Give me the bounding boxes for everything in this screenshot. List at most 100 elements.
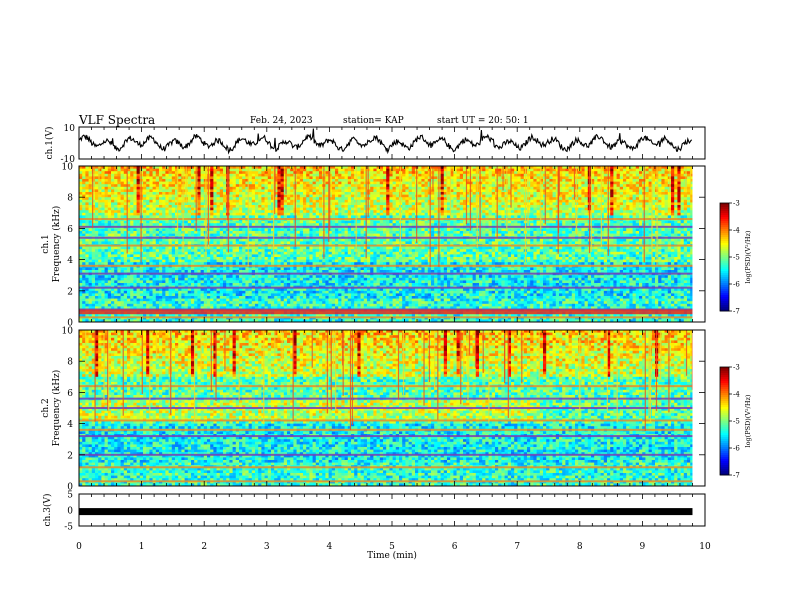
ch1-spectrogram-cell (123, 231, 128, 234)
ch1-spectrogram-cell (290, 171, 294, 175)
ch1-spectrogram-cell (111, 275, 115, 279)
ch1-spectrogram-cell (325, 314, 329, 318)
ch1-spectrogram-cell (264, 220, 269, 224)
ch1-spectrogram-cell (82, 194, 86, 198)
ch1-spectrogram-cell (287, 171, 291, 175)
ch1-spectrogram-cell (178, 189, 182, 193)
ch1-spectrogram-cell (187, 233, 192, 237)
ch1-spectrogram-cell (114, 259, 118, 263)
ch1-spectrogram-cell (245, 319, 249, 323)
ch1-spectrogram-cell (85, 210, 89, 214)
ch1-spectrogram-cell (91, 207, 96, 211)
ch1-spectrogram-cell (159, 181, 163, 185)
ch1-spectrogram-cell (267, 233, 272, 237)
ch1-spectrogram-cell (123, 270, 128, 273)
ch1-spectrogram-cell (117, 270, 121, 273)
ch1-spectrogram-cell (319, 223, 323, 227)
ch1-spectrogram-cell (315, 186, 320, 190)
ch1-spectrogram-cell (248, 210, 253, 214)
ch1-spectrogram-cell (239, 166, 243, 169)
ch1-spectrogram-cell (143, 168, 147, 172)
ch1-spectrogram-cell (232, 280, 237, 284)
ch1-spectrogram-cell (104, 251, 109, 255)
ch1-spectrogram-cell (261, 301, 265, 305)
ch1-spectrogram-cell (149, 205, 153, 208)
ch1-spectrogram-cell (261, 207, 265, 211)
ch1-spectrogram-cell (229, 233, 233, 237)
ch1-spectrogram-cell (274, 246, 278, 250)
ch1-spectrogram-cell (325, 277, 329, 281)
ch1-spectrogram-cell (315, 298, 320, 302)
ch1-spectrogram-cell (191, 168, 195, 172)
ch1-spectrogram-cell (120, 277, 125, 281)
ch1-spectrogram-cell (315, 314, 320, 318)
ch1-spectrogram-cell (165, 176, 169, 180)
ch1-spectrogram-cell (255, 184, 259, 188)
ch1-spectrogram-cell (117, 223, 121, 227)
ch1-spectrogram-cell (248, 223, 253, 227)
ch1-spectrogram-cell (107, 171, 112, 175)
ch1-spectrogram-cell (229, 241, 233, 245)
ch1-spectrogram-cell (187, 288, 192, 292)
ch1-spectrogram-cell (226, 254, 230, 258)
ch1-spectrogram-cell (303, 303, 307, 307)
ch1-spectrogram-cell (117, 171, 121, 175)
ch1-spectrogram-cell (136, 179, 141, 182)
ch1-spectrogram-cell (133, 262, 137, 266)
ch1-spectrogram-cell (123, 296, 128, 299)
ch1-spectrogram-cell (213, 192, 217, 195)
ch1-spectrogram-cell (296, 171, 301, 175)
ch1-spectrogram-cell (171, 298, 176, 302)
ch1-spectrogram-cell (309, 314, 313, 318)
ch1-spectrogram-cell (232, 199, 237, 203)
ch1-spectrogram-cell (255, 238, 259, 242)
ch1-spectrogram-cell (101, 238, 105, 242)
ch1-spectrogram-cell (299, 192, 304, 195)
ch1-spectrogram-cell (114, 306, 118, 310)
ch1-spectrogram-cell (277, 257, 281, 260)
ch1-spectrogram-cell (264, 254, 269, 258)
ch1-spectrogram-cell (309, 280, 313, 284)
ch1-spectrogram-cell (293, 319, 297, 323)
ch1-spectrogram-cell (255, 202, 259, 206)
ch1-spectrogram-cell (85, 238, 89, 242)
ch1-spectrogram-cell (181, 262, 185, 266)
ch1-spectrogram-cell (111, 194, 115, 198)
ch1-spectrogram-cell (133, 251, 137, 255)
ch1-spectrogram-cell (312, 173, 317, 177)
ch1-spectrogram-cell (235, 262, 240, 266)
ch1-spectrogram-cell (335, 259, 339, 263)
ch1-spectrogram-cell (155, 184, 160, 188)
ch1-spectrogram-cell (187, 173, 192, 177)
ch1-spectrogram-cell (79, 199, 83, 203)
ch1-spectrogram-cell (319, 306, 323, 310)
ch1-spectrogram-cell (88, 303, 93, 307)
ch1-spectrogram-cell (101, 202, 105, 206)
ch1-spectrogram-cell (267, 275, 272, 279)
ch1-spectrogram-cell (303, 293, 307, 297)
ch1-spectrogram-cell (261, 233, 265, 237)
ch1-spectrogram-cell (296, 179, 301, 182)
ch1-spectrogram-cell (117, 251, 121, 255)
ch1-spectrogram-cell (299, 173, 304, 177)
ch1-spectrogram-cell (296, 181, 301, 185)
ch1-spectrogram-cell (104, 179, 109, 182)
ch1-spectrogram-cell (216, 251, 221, 255)
ch1-spectrogram-cell (85, 296, 89, 299)
ch1-spectrogram-cell (283, 231, 288, 234)
ch1-spectrogram-cell (143, 288, 147, 292)
ch1-spectrogram-cell (283, 212, 288, 216)
ch1-spectrogram-cell (274, 212, 278, 216)
ch1-spectrogram-cell (309, 220, 313, 224)
ch1-spectrogram-cell (315, 246, 320, 250)
ch1-spectrogram-cell (264, 301, 269, 305)
ch1-spectrogram-cell (101, 186, 105, 190)
ch1-waveform-line (78, 128, 693, 155)
ch1-spectrogram-cell (219, 288, 224, 292)
ch1-spectrogram-cell (245, 293, 249, 297)
ch1-spectrogram-cell (287, 205, 291, 208)
ch1-spectrogram-cell (261, 199, 265, 203)
ch1-spectrogram-cell (111, 319, 115, 323)
ch1-spectrogram-cell (155, 166, 160, 169)
ch1-spectrogram-cell (98, 173, 102, 177)
